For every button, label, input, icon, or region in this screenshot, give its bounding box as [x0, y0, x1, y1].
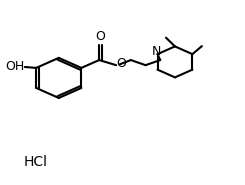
Text: N: N	[152, 45, 161, 58]
Text: OH: OH	[5, 60, 24, 73]
Text: O: O	[96, 30, 106, 43]
Text: HCl: HCl	[23, 155, 47, 169]
Text: O: O	[117, 57, 126, 70]
